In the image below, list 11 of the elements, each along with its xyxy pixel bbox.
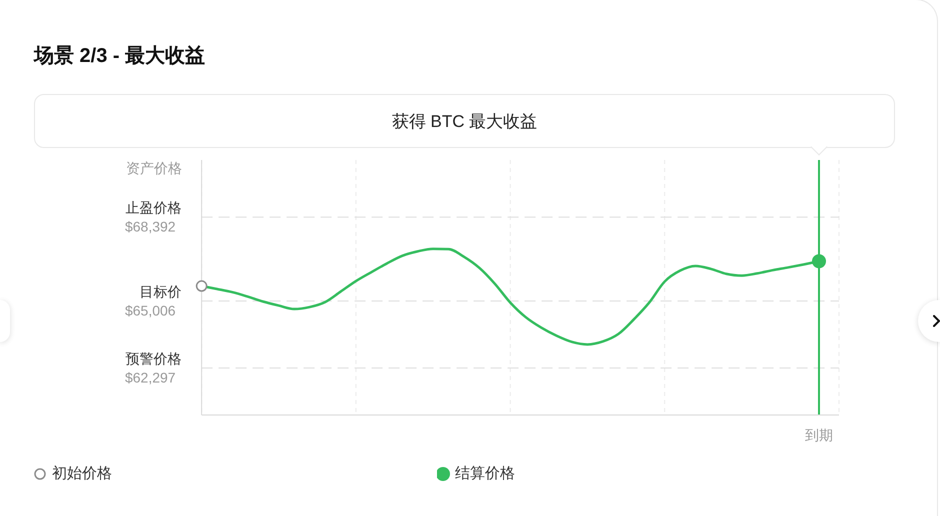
chart-title: 场景 2/3 - 最大收益 [34,44,206,69]
legend-label: 初始价格 [52,464,112,483]
legend-label: 结算价格 [455,464,515,483]
ref-line-label: 止盈价格 [126,200,182,216]
y-tick-label: $65,006 [124,302,176,318]
x-tick-label: 到期 [805,426,833,443]
ref-line-label: 预警价格 [126,350,182,366]
ref-line-label: 目标价 [140,283,182,300]
y-axis-title: 资产价格 [125,160,182,178]
y-tick-label: $68,392 [124,218,176,235]
y-tick-label: $62,297 [124,369,176,386]
